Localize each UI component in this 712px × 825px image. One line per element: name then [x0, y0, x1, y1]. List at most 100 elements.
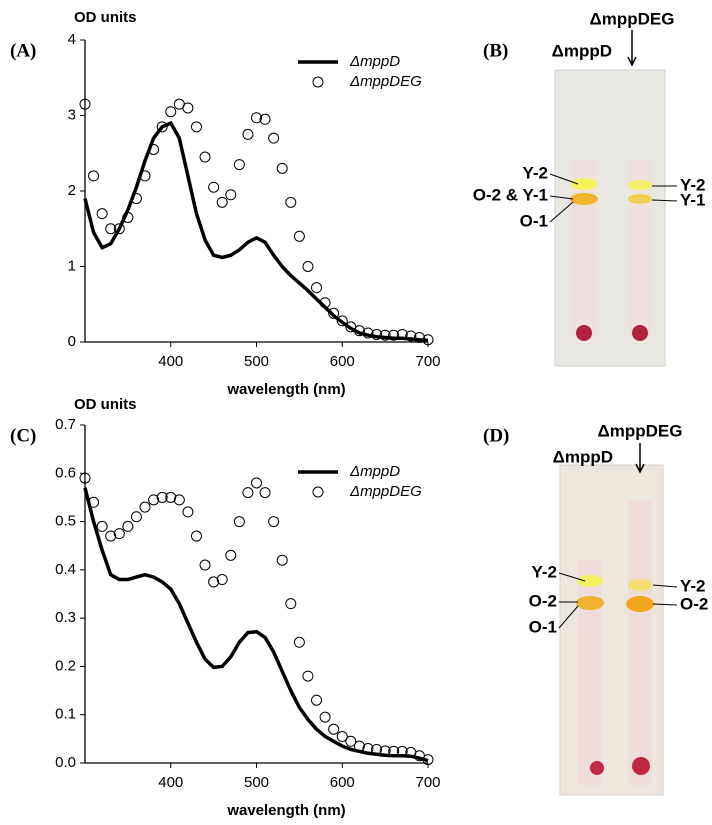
data-point	[122, 520, 134, 532]
data-point	[371, 328, 383, 340]
leader-line	[652, 603, 678, 606]
band-label: O-2	[529, 591, 557, 610]
band-label: O-2 & Y-1	[473, 185, 548, 204]
data-point	[96, 208, 108, 220]
data-point	[130, 511, 142, 523]
data-point	[190, 121, 202, 133]
data-point	[268, 516, 280, 528]
data-point	[328, 723, 340, 735]
data-point	[293, 230, 305, 242]
data-point	[225, 549, 237, 561]
data-point	[165, 106, 177, 118]
data-point	[216, 574, 228, 586]
data-point	[302, 670, 314, 682]
series-line	[83, 120, 429, 343]
data-point	[216, 196, 228, 208]
leader-line	[558, 572, 586, 582]
data-point	[328, 307, 340, 319]
data-point	[302, 261, 314, 272]
data-point	[156, 121, 168, 133]
arrow-head	[627, 56, 637, 67]
data-point	[396, 328, 408, 340]
data-point	[208, 576, 220, 588]
leader-line	[652, 584, 678, 588]
x-tick-label: 400	[158, 774, 183, 791]
data-point	[396, 745, 408, 757]
band-label: Y-2	[522, 163, 548, 182]
data-point	[311, 282, 323, 294]
lane-label: ΔmppDEG	[598, 421, 683, 440]
y-tick-label: 0.3	[55, 609, 76, 626]
data-point	[199, 559, 211, 571]
band-label: O-1	[520, 211, 548, 230]
data-point	[173, 494, 185, 506]
y-tick-label: 0.7	[55, 416, 76, 433]
leader-line	[651, 199, 678, 202]
data-point	[113, 223, 125, 235]
tlc-plate	[554, 69, 666, 367]
data-point	[208, 181, 220, 193]
x-tick-label: 600	[330, 353, 355, 370]
data-point	[413, 331, 425, 343]
data-point	[130, 193, 142, 205]
lane-label: ΔmppD	[553, 447, 613, 466]
band-label: Y-2	[680, 576, 706, 595]
data-point	[182, 102, 194, 114]
legend-label: ΔmppD	[349, 53, 400, 70]
y-tick-label: 2	[68, 182, 76, 199]
data-point	[225, 189, 237, 201]
y-tick-label: 0.2	[55, 657, 76, 674]
x-tick-label: 500	[244, 353, 269, 370]
data-point	[353, 740, 365, 752]
arrow-head	[635, 463, 645, 474]
leader-line	[558, 605, 579, 629]
y-tick-label: 4	[68, 31, 76, 48]
x-tick-label: 700	[415, 774, 440, 791]
data-point	[96, 520, 108, 532]
data-point	[105, 223, 117, 235]
data-point	[319, 711, 331, 723]
data-point	[88, 496, 100, 508]
legend-swatch	[312, 76, 324, 88]
y-tick-label: 1	[68, 257, 76, 274]
legend-label: ΔmppDEG	[349, 483, 422, 500]
data-point	[311, 694, 323, 706]
data-point	[319, 297, 331, 309]
data-point	[259, 487, 271, 499]
data-point	[199, 151, 211, 163]
data-point	[379, 745, 391, 757]
data-point	[139, 170, 151, 182]
x-axis-label: wavelength (nm)	[226, 381, 345, 398]
data-point	[353, 325, 365, 337]
data-point	[156, 491, 168, 503]
y-axis-label: OD units	[74, 9, 137, 26]
data-point	[405, 330, 417, 342]
data-point	[79, 98, 91, 110]
leader-line	[549, 195, 574, 200]
panel-label: (C)	[10, 425, 36, 446]
band-label: Y-2	[531, 562, 557, 581]
data-point	[88, 170, 100, 182]
data-point	[190, 530, 202, 542]
x-tick-label: 700	[415, 353, 440, 370]
lane-label: ΔmppDEG	[590, 9, 675, 28]
y-tick-label: 0.6	[55, 464, 76, 481]
data-point	[148, 143, 160, 155]
y-axis-label: OD units	[74, 396, 137, 413]
data-point	[362, 327, 374, 339]
band-label: O-1	[529, 617, 557, 636]
y-tick-label: 0.0	[55, 754, 76, 771]
data-point	[336, 315, 348, 327]
data-point	[233, 159, 245, 171]
data-point	[293, 636, 305, 648]
leader-line	[549, 173, 579, 185]
data-point	[251, 477, 262, 489]
panel-label: (A)	[10, 40, 36, 61]
x-axis-label: wavelength (nm)	[226, 802, 345, 819]
leader-line	[549, 201, 574, 223]
x-tick-label: 600	[330, 774, 355, 791]
data-point	[388, 329, 400, 341]
x-tick-label: 400	[158, 353, 183, 370]
data-point	[362, 743, 374, 755]
data-point	[379, 329, 391, 341]
